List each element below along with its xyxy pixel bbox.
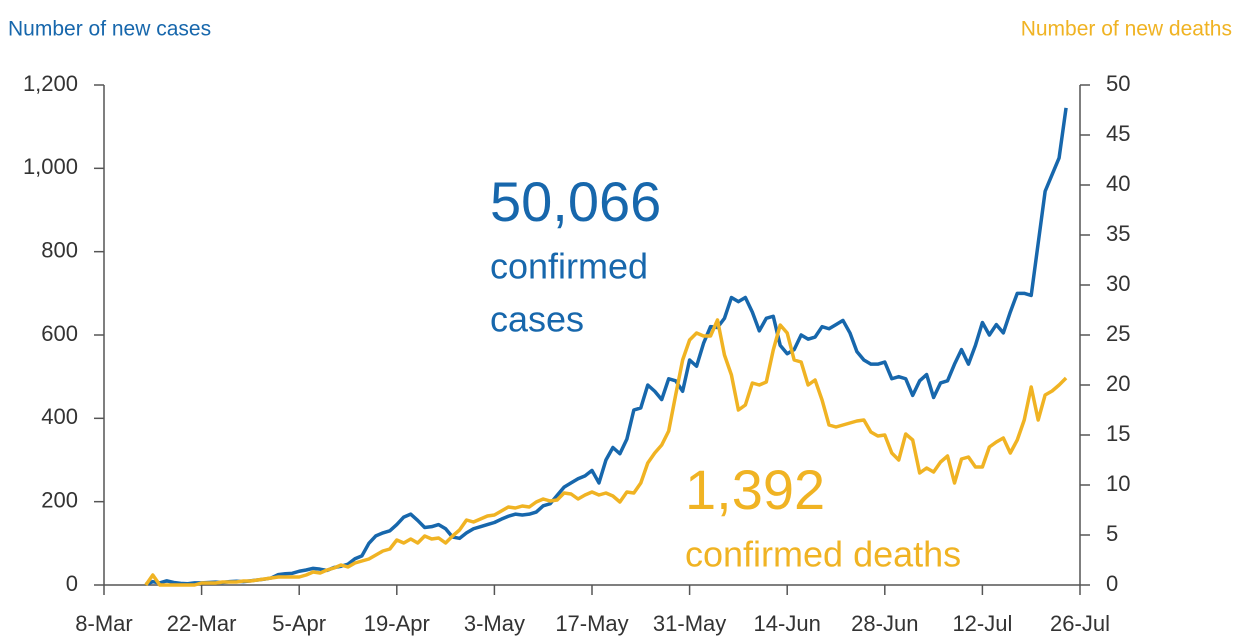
y-tick-label: 1,200 — [23, 71, 78, 96]
annotation: 50,066 — [490, 170, 661, 233]
y2-tick-label: 30 — [1106, 271, 1130, 296]
y-tick-label: 600 — [41, 321, 78, 346]
y2-tick-label: 10 — [1106, 471, 1130, 496]
annotation: confirmed — [490, 246, 648, 287]
x-tick-label: 26-Jul — [1050, 611, 1110, 636]
y-tick-label: 800 — [41, 237, 78, 262]
annotation: 1,392 — [685, 458, 825, 521]
annotation: confirmed deaths — [685, 534, 961, 575]
x-tick-label: 17-May — [555, 611, 628, 636]
y2-tick-label: 15 — [1106, 421, 1130, 446]
x-tick-label: 22-Mar — [167, 611, 237, 636]
y2-tick-label: 50 — [1106, 71, 1130, 96]
y-tick-label: 200 — [41, 487, 78, 512]
x-tick-label: 28-Jun — [851, 611, 918, 636]
y2-tick-label: 5 — [1106, 521, 1118, 546]
y-tick-label: 400 — [41, 404, 78, 429]
x-tick-label: 14-Jun — [754, 611, 821, 636]
x-tick-label: 12-Jul — [952, 611, 1012, 636]
y2-axis-title: Number of new deaths — [1021, 18, 1232, 41]
line-series — [144, 318, 1068, 587]
y2-tick-label: 45 — [1106, 121, 1130, 146]
x-tick-label: 31-May — [653, 611, 726, 636]
line-series — [145, 107, 1068, 586]
y-tick-label: 0 — [66, 571, 78, 596]
y2-tick-label: 35 — [1106, 221, 1130, 246]
x-tick-label: 19-Apr — [364, 611, 430, 636]
annotation: cases — [490, 299, 584, 340]
y2-tick-label: 0 — [1106, 571, 1118, 596]
y2-tick-label: 40 — [1106, 171, 1130, 196]
y2-tick-label: 20 — [1106, 371, 1130, 396]
y2-tick-label: 25 — [1106, 321, 1130, 346]
x-tick-label: 3-May — [464, 611, 525, 636]
y-tick-label: 1,000 — [23, 154, 78, 179]
y-axis-title: Number of new cases — [8, 18, 211, 41]
x-tick-label: 5-Apr — [272, 611, 326, 636]
x-tick-label: 8-Mar — [75, 611, 132, 636]
